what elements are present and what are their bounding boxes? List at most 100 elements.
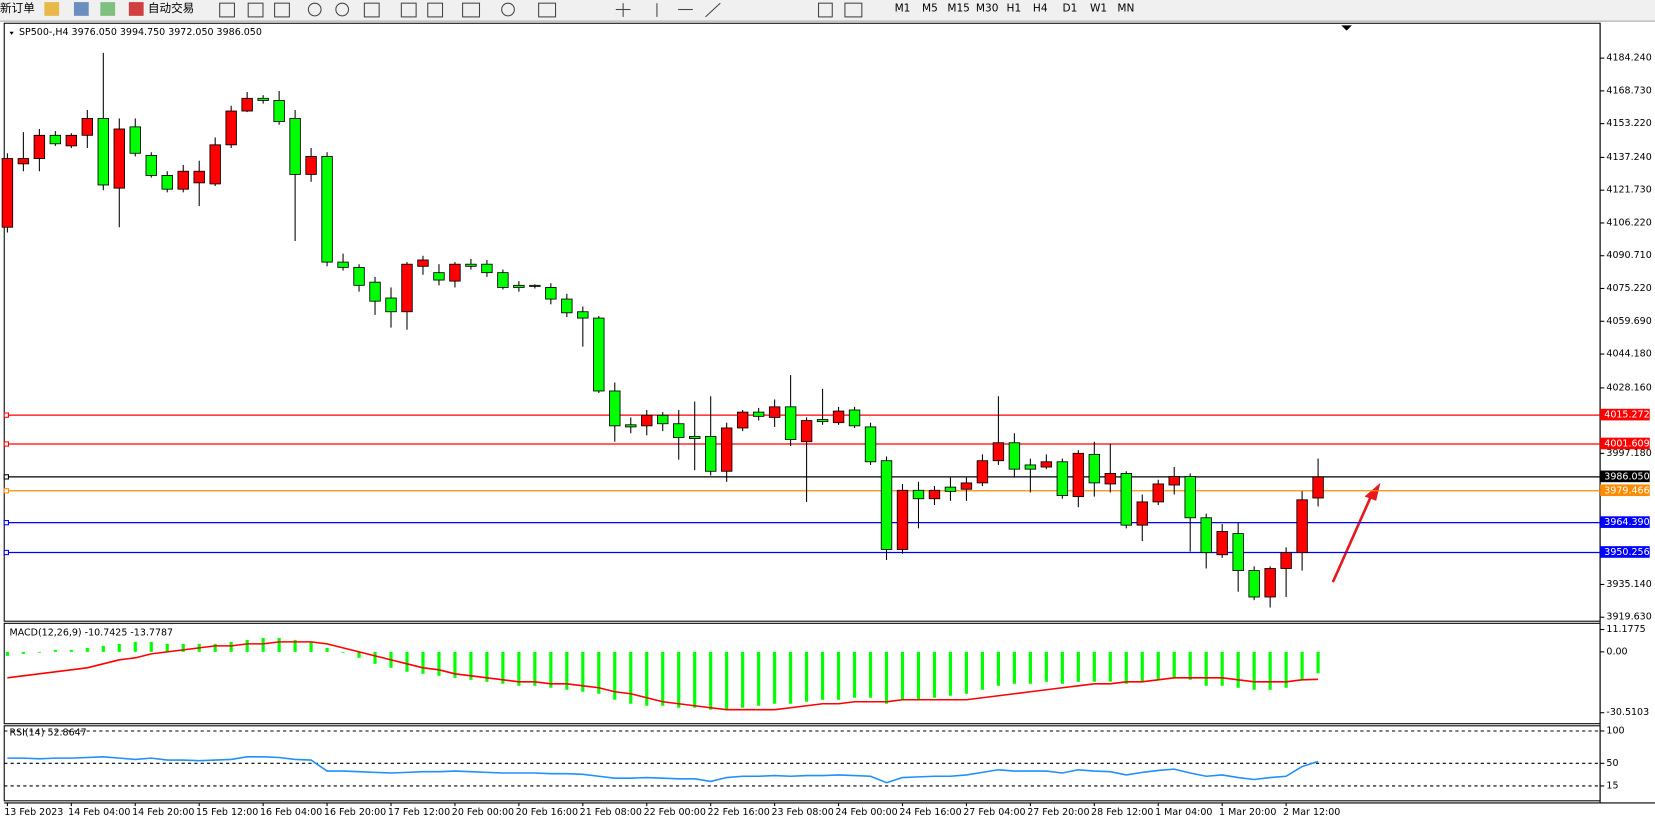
macd-histogram-bar	[1012, 651, 1016, 684]
x-tick-label: 16 Feb 20:00	[324, 807, 386, 818]
macd-histogram-bar	[133, 641, 137, 652]
icon[interactable]	[274, 2, 290, 18]
price-level-handle[interactable]	[3, 412, 9, 418]
macd-histogram-bar	[21, 651, 25, 654]
icon[interactable]	[247, 2, 264, 18]
annotation-arrowhead	[1364, 482, 1381, 501]
icon[interactable]	[705, 2, 721, 18]
icon[interactable]	[462, 2, 481, 18]
price-level-handle[interactable]	[3, 520, 9, 526]
candle-body	[800, 420, 813, 443]
icon[interactable]	[538, 2, 557, 18]
toolbar	[0, 0, 1655, 22]
macd-histogram-bar	[117, 643, 121, 652]
icon[interactable]	[100, 2, 116, 16]
macd-histogram-bar	[741, 651, 745, 708]
timeframe-button[interactable]: W1	[1090, 2, 1107, 14]
icon[interactable]	[44, 2, 60, 16]
macd-histogram-bar	[533, 651, 537, 686]
macd-histogram-bar	[1092, 651, 1096, 682]
timeframe-button[interactable]: M15	[947, 2, 970, 14]
price-level-handle[interactable]	[3, 549, 9, 556]
candle-body	[816, 419, 829, 423]
candle-body	[1024, 464, 1037, 470]
x-tick-label: 24 Feb 16:00	[899, 807, 961, 818]
icon[interactable]	[501, 2, 515, 17]
timeframe-button[interactable]: H4	[1033, 2, 1048, 14]
price-level-handle[interactable]	[3, 474, 9, 480]
icon[interactable]	[427, 2, 444, 18]
candle-body	[704, 435, 717, 472]
timeframe-button[interactable]: H1	[1007, 2, 1022, 14]
macd-histogram-bar	[549, 651, 553, 688]
candle-body	[513, 284, 525, 288]
macd-histogram-bar	[1268, 651, 1272, 690]
icon[interactable]	[400, 2, 417, 18]
timeframe-button[interactable]: M30	[976, 2, 999, 14]
candle-body	[289, 117, 301, 175]
macd-histogram-bar	[5, 651, 9, 656]
timeframe-button[interactable]: M5	[922, 2, 938, 14]
timeframe-button[interactable]: MN	[1117, 2, 1134, 14]
icon[interactable]	[817, 2, 833, 18]
candle-body	[321, 156, 333, 263]
candle-body	[912, 489, 925, 500]
candle-body	[17, 158, 30, 165]
price-level-label: 3964.390	[1604, 517, 1649, 528]
macd-histogram-bar	[709, 651, 713, 710]
candle-body	[113, 128, 125, 189]
candle-body	[1184, 476, 1196, 519]
y-tick-label: 4184.240	[1606, 53, 1651, 64]
candle-body	[1232, 533, 1244, 572]
new-order-button[interactable]: 新订单	[0, 1, 35, 15]
macd-histogram-bar	[1124, 651, 1128, 684]
macd-histogram-bar	[1284, 651, 1288, 688]
macd-histogram-bar	[1028, 651, 1032, 684]
timeframe-button[interactable]: M1	[895, 2, 911, 14]
zoom-out[interactable]	[335, 2, 350, 17]
candle-body	[1056, 461, 1069, 496]
macd-histogram-bar	[1076, 651, 1080, 682]
macd-histogram-bar	[469, 651, 473, 680]
x-tick-label: 20 Feb 00:00	[452, 807, 514, 818]
y-tick-label: 4168.730	[1606, 85, 1651, 96]
candle-body	[97, 117, 110, 186]
candle-body	[832, 410, 845, 424]
macd-histogram-bar	[581, 651, 585, 692]
price-level-box	[1600, 484, 1650, 497]
candle-body	[129, 126, 141, 154]
auto-trading-icon[interactable]	[128, 2, 144, 16]
y-tick-label: 4044.180	[1606, 349, 1651, 360]
auto-trading-button[interactable]: 自动交易	[148, 1, 194, 15]
icon[interactable]	[844, 2, 863, 18]
icon[interactable]	[363, 2, 380, 18]
macd-histogram-bar	[1252, 651, 1256, 690]
macd-histogram-bar	[309, 641, 313, 652]
candle-body	[1168, 476, 1180, 486]
symbol-header: SP500-,H4 3976.050 3994.750 3972.050 398…	[19, 27, 262, 38]
candle-body	[752, 411, 765, 417]
zoom-in[interactable]	[307, 2, 322, 17]
macd-histogram-bar	[980, 651, 985, 690]
macd-histogram-bar	[517, 651, 521, 686]
candle-body	[960, 482, 973, 490]
icon[interactable]	[219, 2, 235, 18]
shift-marker[interactable]	[1341, 25, 1352, 31]
y-tick-label: 4121.730	[1606, 185, 1651, 196]
price-level-handle[interactable]	[3, 441, 9, 447]
macd-histogram-bar	[373, 651, 377, 664]
price-level-handle[interactable]	[3, 488, 9, 494]
icon[interactable]	[73, 2, 89, 16]
timeframe-button[interactable]: D1	[1062, 2, 1077, 14]
macd-histogram-bar	[69, 649, 73, 652]
candle-body	[928, 489, 941, 500]
candle-body	[1248, 570, 1260, 598]
macd-histogram-bar	[53, 649, 57, 652]
y-tick-label: 3935.140	[1606, 579, 1651, 590]
macd-histogram-bar	[1220, 651, 1224, 686]
candle-body	[225, 110, 237, 146]
candle-body	[609, 390, 621, 427]
macd-histogram-bar	[37, 651, 41, 653]
candle-body	[1008, 442, 1021, 470]
macd-histogram-bar	[773, 651, 777, 704]
